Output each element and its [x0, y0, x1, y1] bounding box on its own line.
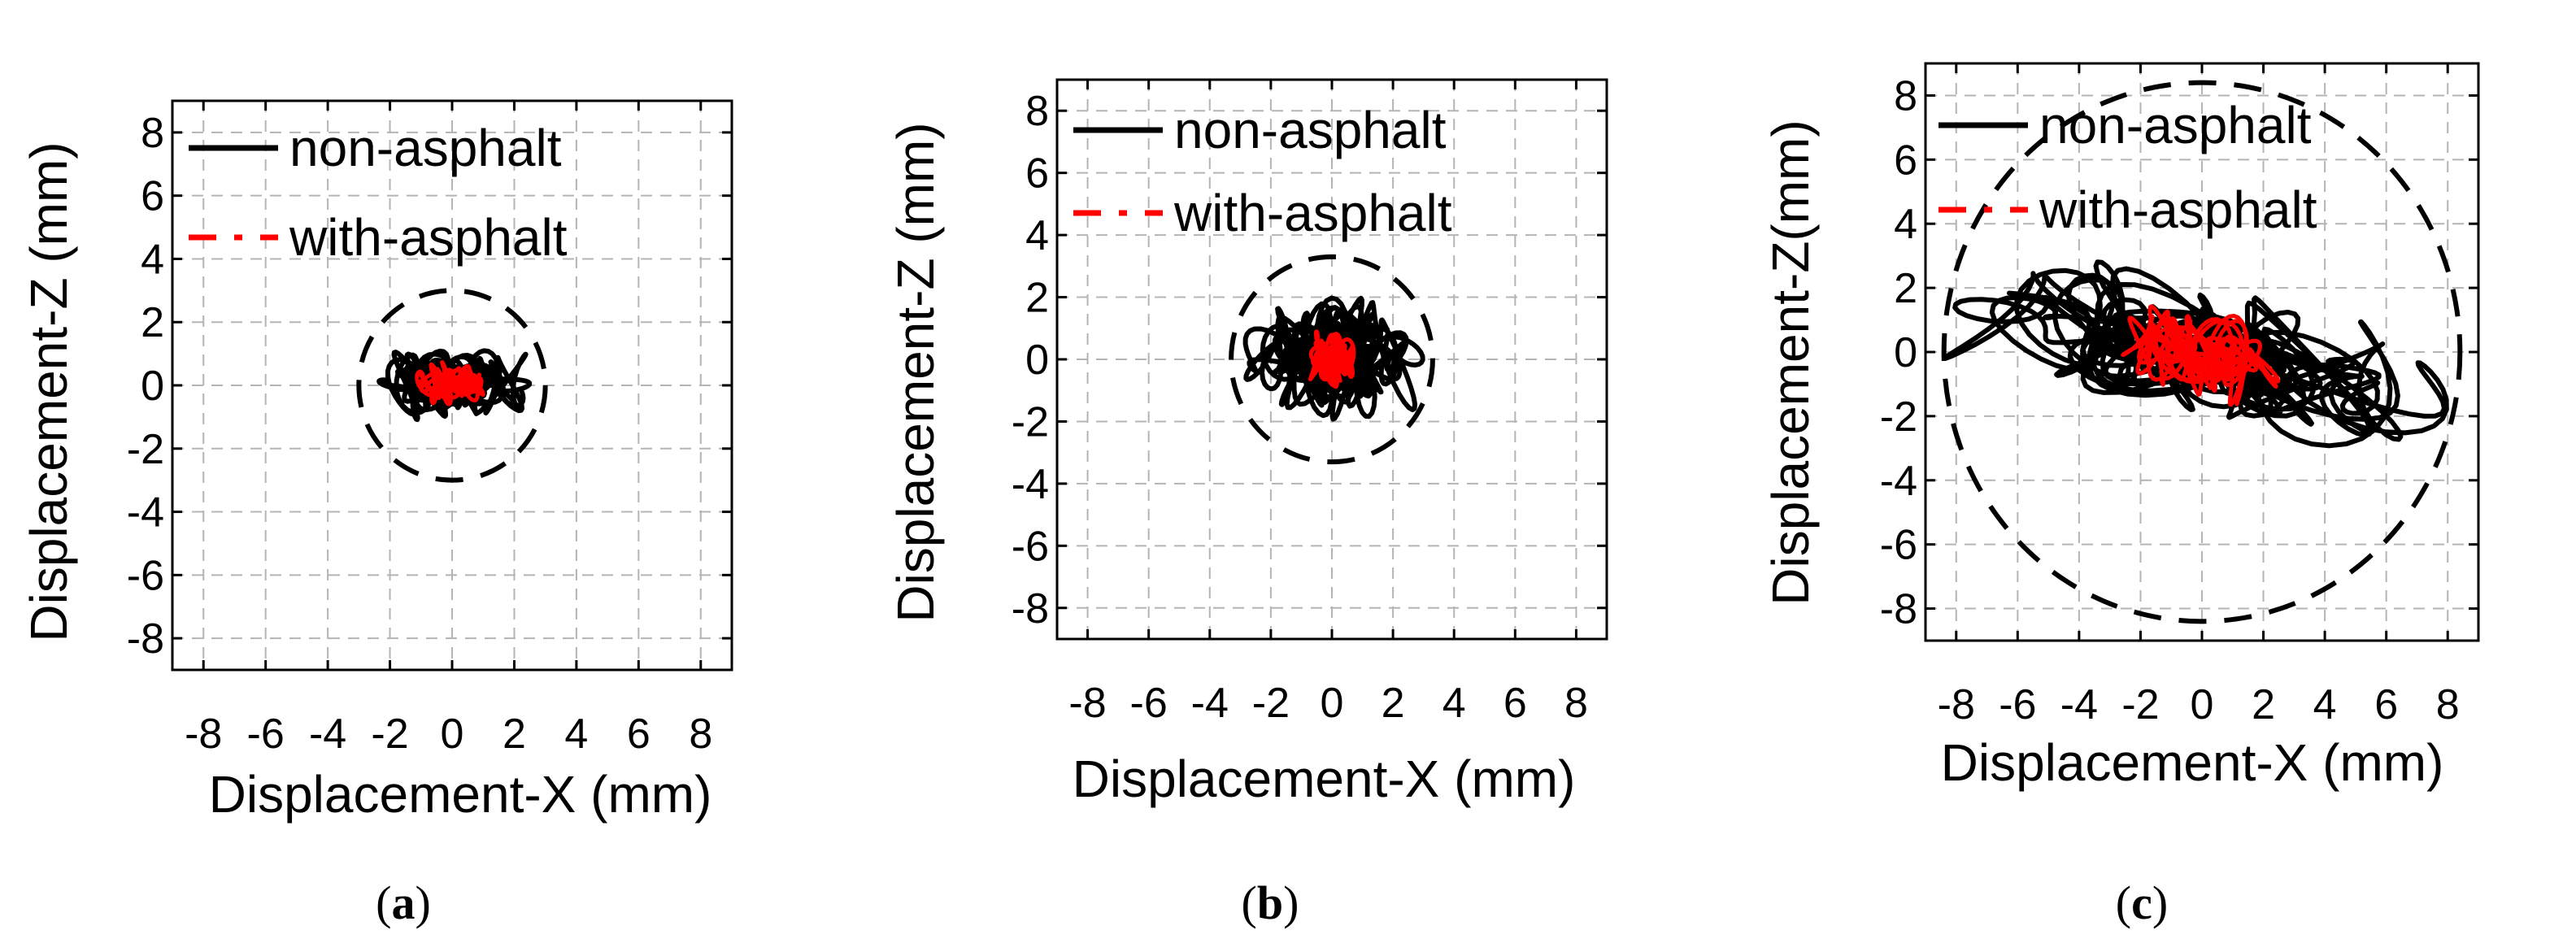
ytick-label-b: -6 — [1012, 523, 1049, 570]
ytick-label-c: 8 — [1894, 72, 1917, 120]
xtick-label-a: -4 — [309, 711, 346, 758]
legend-a: non-asphalt with-asphalt — [189, 119, 568, 267]
ytick-label-c: -8 — [1880, 586, 1917, 633]
xtick-label-b: -2 — [1252, 680, 1290, 727]
ytick-label-b: -8 — [1012, 585, 1049, 632]
limit-circle-c — [1941, 80, 2463, 624]
ytick-label-a: 6 — [141, 173, 164, 220]
xtick-label-b: -8 — [1068, 680, 1106, 727]
plot-area-c — [1941, 80, 2463, 624]
ytick-label-c: 2 — [1894, 265, 1917, 312]
xtick-label-a: 2 — [503, 711, 526, 758]
ytick-label-b: 2 — [1025, 275, 1049, 322]
xtick-label-b: -6 — [1130, 680, 1168, 727]
series-b-with-asphalt — [1308, 329, 1356, 389]
xtick-label-b: 6 — [1503, 680, 1527, 727]
xtick-label-b: 2 — [1382, 680, 1405, 727]
ytick-label-c: -6 — [1880, 522, 1917, 569]
ytick-label-a: 0 — [141, 363, 164, 410]
panel-c: Displacement-Z(mm) Displacement-X (mm) (… — [1761, 62, 2480, 929]
xtick-label-a: 0 — [441, 711, 464, 758]
ytick-label-a: -6 — [127, 552, 164, 599]
xtick-label-c: 0 — [2191, 681, 2214, 728]
ytick-label-c: -2 — [1880, 393, 1917, 441]
legend-label-a: non-asphalt — [289, 119, 562, 177]
ylabel-a: Displacement-Z (mm) — [20, 141, 78, 641]
xtick-label-c: 6 — [2374, 681, 2398, 728]
legend-c: non-asphalt with-asphalt — [1939, 96, 2317, 239]
limit-circle-a — [356, 288, 548, 483]
legend-label-c: non-asphalt — [2039, 96, 2312, 154]
caption-b: (b) — [1242, 876, 1299, 929]
legend-b: non-asphalt with-asphalt — [1073, 101, 1452, 242]
ytick-label-c: 6 — [1894, 137, 1917, 184]
ytick-label-b: 4 — [1025, 212, 1049, 259]
xlabel-b: Displacement-X (mm) — [1073, 750, 1576, 808]
legend-label-c: with-asphalt — [2039, 180, 2317, 239]
ytick-label-b: 0 — [1025, 337, 1049, 384]
ytick-label-c: 4 — [1894, 201, 1917, 248]
plot-area-a — [356, 288, 548, 483]
xtick-label-a: -8 — [185, 711, 222, 758]
caption-c: (c) — [2116, 876, 2168, 929]
ytick-label-b: -2 — [1012, 398, 1049, 446]
legend-label-b: with-asphalt — [1173, 184, 1452, 242]
ylabel-c: Displacement-Z(mm) — [1761, 120, 1820, 605]
plot-area-b — [1229, 254, 1435, 465]
xtick-label-c: 4 — [2313, 681, 2337, 728]
xtick-label-c: 8 — [2436, 681, 2460, 728]
xlabel-c: Displacement-X (mm) — [1941, 733, 2444, 792]
series-a-with-asphalt — [415, 360, 485, 406]
caption-a: (a) — [376, 876, 431, 929]
xtick-label-a: 4 — [564, 711, 588, 758]
xtick-label-c: -8 — [1938, 681, 1975, 728]
ytick-label-c: 0 — [1894, 329, 1917, 376]
xtick-label-a: -2 — [371, 711, 408, 758]
xtick-label-b: -4 — [1191, 680, 1229, 727]
limit-circle-b — [1229, 254, 1435, 465]
xtick-label-c: 2 — [2252, 681, 2275, 728]
ytick-label-b: 8 — [1025, 88, 1049, 135]
ytick-label-a: 8 — [141, 110, 164, 157]
xtick-label-b: 0 — [1321, 680, 1344, 727]
ytick-label-a: -4 — [127, 489, 164, 537]
panel-a: Displacement-Z (mm) Displacement-X (mm) … — [20, 99, 733, 929]
legend-label-a: with-asphalt — [289, 208, 568, 267]
legend-label-b: non-asphalt — [1174, 101, 1447, 159]
xtick-label-a: -6 — [247, 711, 285, 758]
ytick-label-a: 2 — [141, 299, 164, 346]
xtick-label-c: -2 — [2121, 681, 2159, 728]
ytick-label-b: 6 — [1025, 150, 1049, 198]
xlabel-a: Displacement-X (mm) — [209, 765, 712, 824]
ytick-label-a: -2 — [127, 426, 164, 473]
xtick-label-a: 8 — [689, 711, 712, 758]
xtick-label-a: 6 — [627, 711, 651, 758]
ylabel-b: Displacement-Z (mm) — [886, 122, 945, 622]
ytick-label-c: -4 — [1880, 458, 1917, 505]
ytick-label-a: -8 — [127, 615, 164, 663]
xtick-label-b: 4 — [1442, 680, 1466, 727]
ytick-label-a: 4 — [141, 236, 164, 283]
ytick-label-b: -4 — [1012, 461, 1049, 508]
series-c-with-asphalt — [2121, 304, 2281, 407]
panel-b: Displacement-Z (mm) Displacement-X (mm) … — [886, 78, 1608, 929]
xtick-label-c: -6 — [1999, 681, 2036, 728]
xtick-label-b: 8 — [1564, 680, 1588, 727]
xtick-label-c: -4 — [2060, 681, 2098, 728]
